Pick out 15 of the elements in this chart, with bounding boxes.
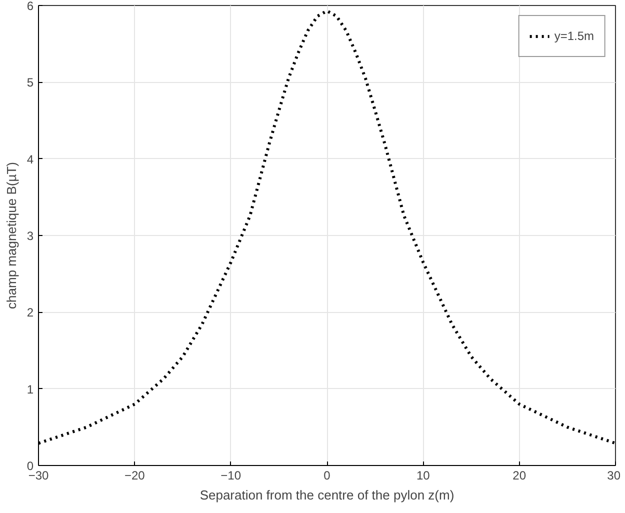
y-tick-label: 3	[26, 229, 34, 243]
legend-label: y=1.5m	[554, 29, 594, 43]
x-tick-label: 10	[416, 468, 430, 482]
x-axis-title: Separation from the centre of the pylon z(m)	[200, 488, 454, 502]
y-tick-label: 4	[26, 152, 34, 166]
x-tick-label: 30	[607, 468, 621, 482]
x-tick-label: 20	[512, 468, 526, 482]
y-tick-label: 5	[26, 76, 34, 90]
x-tick-label: −20	[124, 468, 146, 482]
y-axis-title: champ magnetique B(µT)	[4, 162, 19, 309]
y-tick-label: 1	[26, 382, 34, 396]
y-tick-label: 6	[26, 0, 34, 13]
y-tick-label: 2	[26, 306, 34, 320]
x-tick-label: 0	[324, 468, 331, 482]
x-tick-label: −10	[220, 468, 242, 482]
